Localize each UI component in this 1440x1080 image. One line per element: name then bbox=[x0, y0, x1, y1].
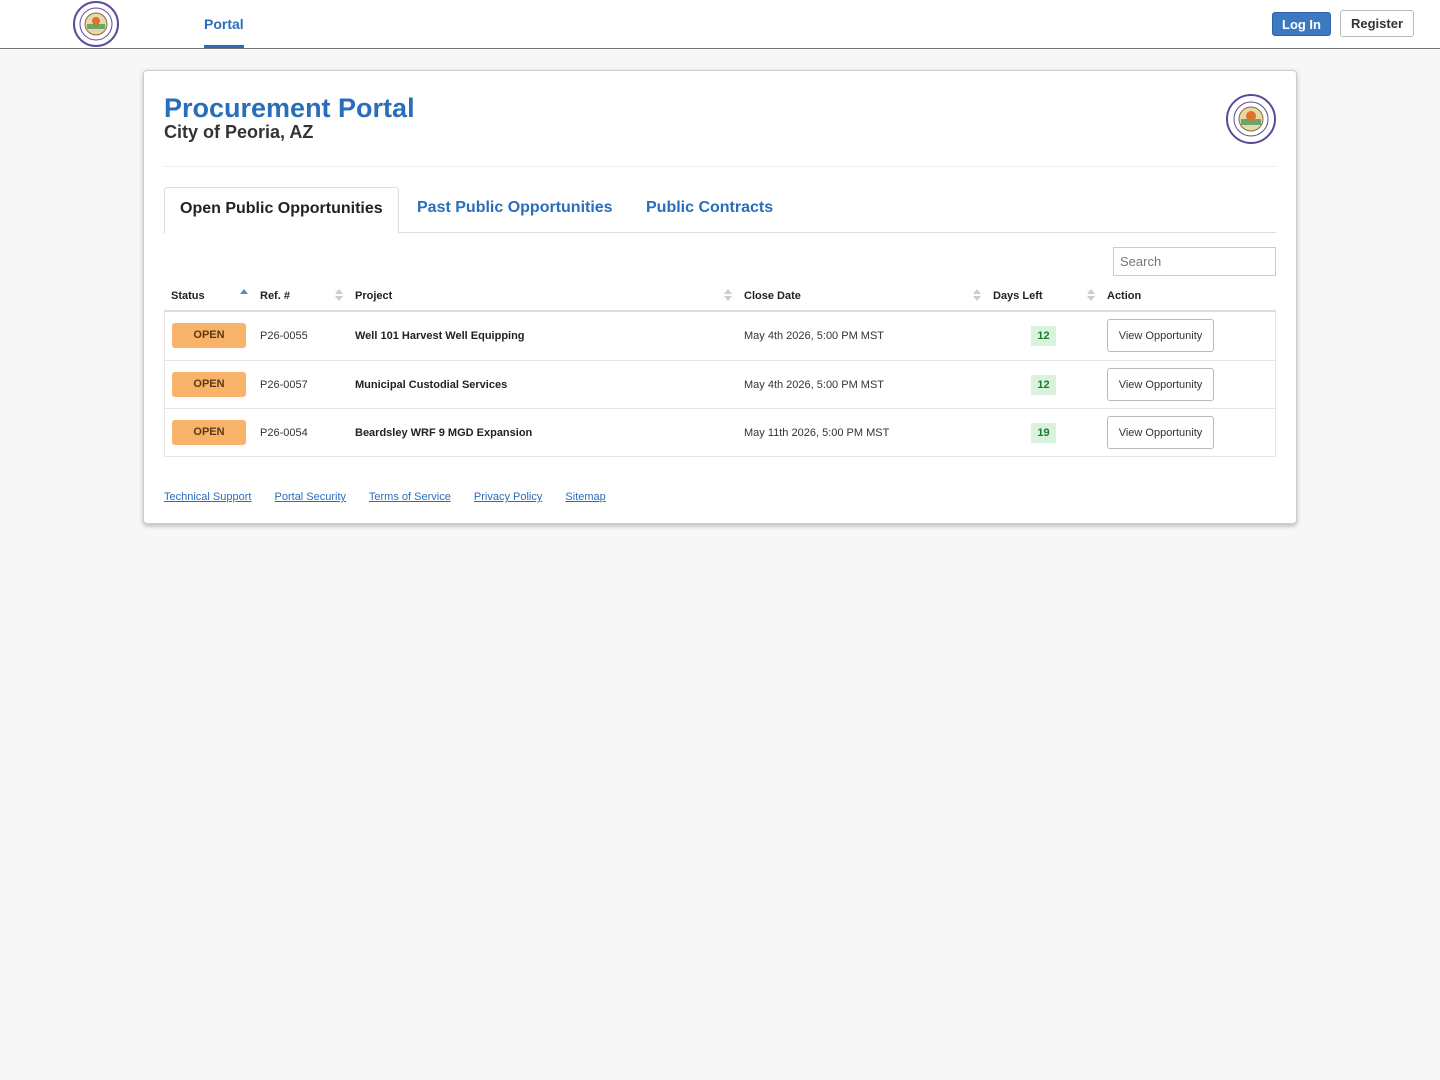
city-seal-icon bbox=[1226, 94, 1276, 144]
opportunities-table: Status Ref. # Project Close Date Days Le… bbox=[164, 282, 1276, 457]
footer-links: Technical Support Portal Security Terms … bbox=[164, 491, 626, 503]
column-header-status[interactable]: Status bbox=[171, 290, 205, 302]
sort-icon[interactable] bbox=[1087, 289, 1095, 303]
column-header-action: Action bbox=[1107, 290, 1142, 302]
footer-link-privacy-policy[interactable]: Privacy Policy bbox=[473, 491, 543, 503]
project-name: Municipal Custodial Services bbox=[355, 379, 508, 391]
status-badge: OPEN bbox=[172, 420, 246, 445]
nav-portal-link[interactable]: Portal bbox=[204, 0, 244, 48]
table-row: OPEN P26-0055 Well 101 Harvest Well Equi… bbox=[165, 312, 1275, 360]
days-left-badge: 12 bbox=[1031, 375, 1056, 395]
page-title: Procurement Portal bbox=[164, 93, 415, 123]
ref-number: P26-0054 bbox=[260, 427, 308, 439]
sort-asc-icon[interactable] bbox=[240, 289, 248, 303]
main-card: Procurement Portal City of Peoria, AZ Op… bbox=[143, 70, 1297, 524]
top-navbar: Portal Log In Register bbox=[0, 0, 1440, 49]
view-opportunity-button[interactable]: View Opportunity bbox=[1107, 368, 1214, 401]
column-header-days-left[interactable]: Days Left bbox=[993, 290, 1043, 302]
footer-link-terms-of-service[interactable]: Terms of Service bbox=[368, 491, 451, 503]
page-subtitle: City of Peoria, AZ bbox=[164, 122, 314, 142]
search-input[interactable] bbox=[1113, 247, 1276, 276]
status-badge: OPEN bbox=[172, 372, 246, 397]
table-body: OPEN P26-0055 Well 101 Harvest Well Equi… bbox=[164, 312, 1276, 457]
sort-icon[interactable] bbox=[335, 289, 343, 303]
table-row: OPEN P26-0054 Beardsley WRF 9 MGD Expans… bbox=[165, 408, 1275, 456]
view-opportunity-button[interactable]: View Opportunity bbox=[1107, 319, 1214, 352]
tab-public-contracts[interactable]: Public Contracts bbox=[646, 199, 774, 216]
column-header-project[interactable]: Project bbox=[355, 290, 393, 302]
tab-bar: Open Public Opportunities Past Public Op… bbox=[164, 187, 1276, 234]
days-left-badge: 12 bbox=[1031, 326, 1056, 346]
close-date: May 4th 2026, 5:00 PM MST bbox=[744, 330, 885, 342]
column-header-close-date[interactable]: Close Date bbox=[744, 290, 801, 302]
project-name: Well 101 Harvest Well Equipping bbox=[355, 330, 525, 342]
view-opportunity-button[interactable]: View Opportunity bbox=[1107, 416, 1214, 449]
footer-link-technical-support[interactable]: Technical Support bbox=[164, 491, 252, 503]
ref-number: P26-0055 bbox=[260, 330, 308, 342]
close-date: May 4th 2026, 5:00 PM MST bbox=[744, 379, 885, 391]
register-button[interactable]: Register bbox=[1340, 10, 1414, 37]
project-name: Beardsley WRF 9 MGD Expansion bbox=[355, 427, 533, 439]
city-seal-icon[interactable] bbox=[72, 1, 120, 47]
days-left-badge: 19 bbox=[1031, 423, 1056, 443]
sort-icon[interactable] bbox=[973, 289, 981, 303]
ref-number: P26-0057 bbox=[260, 379, 308, 391]
table-row: OPEN P26-0057 Municipal Custodial Servic… bbox=[165, 360, 1275, 408]
close-date: May 11th 2026, 5:00 PM MST bbox=[744, 427, 890, 439]
table-header: Status Ref. # Project Close Date Days Le… bbox=[164, 282, 1276, 312]
login-button[interactable]: Log In bbox=[1272, 12, 1331, 36]
status-badge: OPEN bbox=[172, 323, 246, 348]
footer-link-sitemap[interactable]: Sitemap bbox=[565, 491, 606, 503]
footer-link-portal-security[interactable]: Portal Security bbox=[274, 491, 347, 503]
header-divider bbox=[164, 166, 1276, 167]
sort-icon[interactable] bbox=[724, 289, 732, 303]
tab-open-opportunities[interactable]: Open Public Opportunities bbox=[164, 187, 399, 234]
tab-past-opportunities[interactable]: Past Public Opportunities bbox=[417, 199, 613, 216]
column-header-ref[interactable]: Ref. # bbox=[260, 290, 290, 302]
